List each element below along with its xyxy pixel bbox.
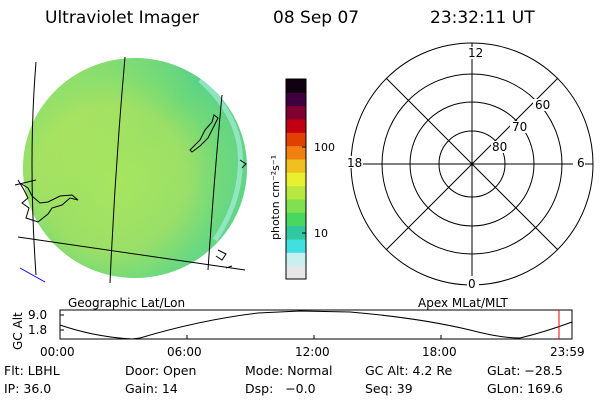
colorbar-segment: [286, 119, 306, 133]
colorbar-segment: [286, 212, 306, 227]
time-tick-1800: 18:00: [422, 345, 457, 359]
altitude-axis-label: GC Alt: [11, 312, 25, 350]
mlat-label-70: 70: [512, 120, 527, 134]
colorbar-segment: [286, 185, 306, 200]
colorbar-segment: [286, 79, 306, 93]
ip-readout: IP: 36.0: [4, 381, 52, 396]
apex-caption: Apex MLat/MLT: [418, 296, 508, 310]
geographic-caption: Geographic Lat/Lon: [68, 296, 186, 310]
colorbar-tick-100: 100: [314, 141, 335, 154]
coastlines: [17, 114, 247, 283]
auroral-image: [23, 58, 247, 278]
colorbar-segment: [286, 145, 306, 160]
colorbar-segment: [286, 199, 306, 213]
door-readout: Door: Open: [125, 363, 197, 378]
colorbar-unit-label: photon cm⁻²s⁻¹: [269, 155, 282, 240]
colorbar-segment: [286, 132, 306, 147]
colorbar-segment: [286, 265, 306, 280]
instrument-title: Ultraviolet Imager: [45, 8, 199, 28]
mlat-label-80: 80: [492, 140, 507, 154]
colorbar-segment: [286, 92, 306, 107]
mlt-label-0: 0: [468, 277, 476, 291]
polar-labels: 12 18 6 0 60 70 80: [345, 46, 585, 291]
date-label: 08 Sep 07: [273, 8, 360, 28]
dsp-readout: Dsp: −0.0: [245, 381, 316, 396]
altitude-tick-1-8: 1.8: [28, 323, 47, 337]
color-scale-bar: [286, 79, 306, 280]
time-label: 23:32:11 UT: [430, 8, 535, 28]
colorbar-segment: [286, 225, 306, 240]
mlt-label-6: 6: [577, 156, 585, 170]
colorbar-segment: [286, 252, 306, 267]
geographic-grid: [14, 56, 246, 284]
mode-readout: Mode: Normal: [245, 363, 333, 378]
mlt-label-12: 12: [468, 46, 483, 60]
colorbar-segment: [286, 239, 306, 253]
time-tick-0000: 00:00: [40, 345, 75, 359]
colorbar-tick-10: 10: [314, 227, 328, 240]
altitude-plot: [59, 309, 573, 340]
seq-readout: Seq: 39: [365, 381, 413, 396]
mlt-label-18: 18: [347, 156, 362, 170]
glon-readout: GLon: 169.6: [487, 381, 563, 396]
altitude-tick-9: 9.0: [28, 308, 47, 322]
glat-readout: GLat: −28.5: [487, 363, 563, 378]
colorbar-segment: [286, 105, 306, 120]
time-tick-2359: 23:59: [550, 345, 585, 359]
filter-readout: Flt: LBHL: [4, 363, 60, 378]
polar-grid: [350, 42, 594, 286]
time-tick-1200: 12:00: [295, 345, 330, 359]
gc-alt-readout: GC Alt: 4.2 Re: [365, 363, 453, 378]
colorbar-segment: [286, 172, 306, 187]
mlat-label-60: 60: [535, 98, 550, 112]
time-tick-0600: 06:00: [167, 345, 202, 359]
colorbar-segment: [286, 159, 306, 173]
gain-readout: Gain: 14: [125, 381, 178, 396]
